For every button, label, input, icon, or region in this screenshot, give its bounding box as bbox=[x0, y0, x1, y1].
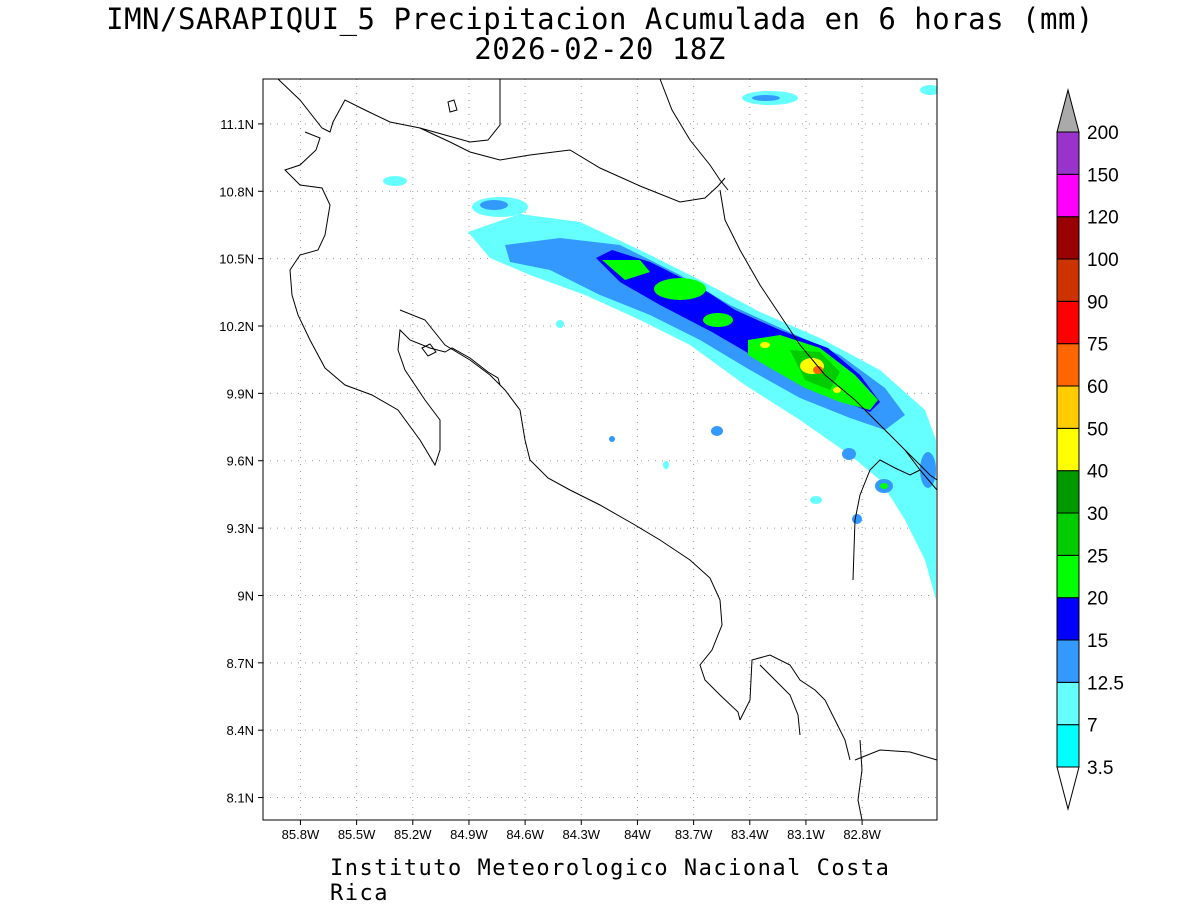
rain-cell-s4 bbox=[852, 514, 862, 524]
colorbar-swatch bbox=[1056, 681, 1080, 726]
lon-tick-label: 83.7W bbox=[675, 827, 713, 842]
colorbar-swatch bbox=[1056, 300, 1080, 345]
footer-credit: Instituto Meteorologico Nacional Costa R… bbox=[330, 856, 891, 906]
colorbar-swatch bbox=[1056, 427, 1080, 472]
rain-cell-yellow-small bbox=[760, 342, 770, 348]
colorbar-label: 15 bbox=[1087, 631, 1108, 652]
lake-islet bbox=[447, 99, 458, 113]
lat-tick-label: 9.3N bbox=[227, 521, 254, 536]
colorbar-label: 60 bbox=[1087, 377, 1108, 398]
lon-tick-label: 82.8W bbox=[843, 827, 881, 842]
osa-peninsula bbox=[739, 654, 851, 761]
colorbar-label: 7 bbox=[1087, 716, 1098, 737]
colorbar-label: 90 bbox=[1087, 292, 1108, 313]
colorbar-label: 25 bbox=[1087, 546, 1108, 567]
rain-cell-s9 bbox=[920, 452, 936, 488]
colorbar-swatch bbox=[1056, 343, 1080, 387]
rain-cell-s7 bbox=[663, 461, 669, 469]
rain-cell-s6 bbox=[609, 436, 615, 442]
pacific-coast-central bbox=[399, 309, 741, 721]
lat-tick-label: 9.9N bbox=[227, 386, 254, 401]
lat-tick-label: 8.1N bbox=[227, 791, 254, 806]
rain-cell-west bbox=[383, 176, 407, 186]
map-title: IMN/SARAPIQUI_5 Precipitacion Acumulada … bbox=[106, 2, 1094, 36]
nicaragua-caribbean-coast bbox=[659, 79, 729, 191]
colorbar-label: 200 bbox=[1087, 123, 1119, 144]
colorbar-lower-arrow bbox=[1056, 766, 1080, 811]
rain-cell-topright bbox=[920, 85, 937, 95]
nicoya-gulf-islet bbox=[421, 343, 437, 357]
colorbar-label: 75 bbox=[1087, 335, 1108, 356]
caribbean-coast bbox=[719, 189, 937, 481]
rain-cell-s3-core bbox=[880, 483, 888, 489]
colorbar-swatch bbox=[1056, 597, 1080, 641]
costa-rica-north-border bbox=[284, 131, 501, 467]
panama-border bbox=[852, 459, 921, 581]
lon-tick-label: 84.6W bbox=[506, 827, 544, 842]
rain-cell-yellow-small-2 bbox=[833, 387, 841, 393]
rain-cell-north-core bbox=[480, 200, 508, 210]
lat-tick-label: 8.7N bbox=[227, 656, 254, 671]
panama-pacific-coast bbox=[854, 749, 937, 761]
colorbar-swatch bbox=[1056, 554, 1080, 599]
lat-tick-label: 11.1N bbox=[220, 117, 254, 132]
colorbar-label: 40 bbox=[1087, 462, 1108, 483]
lat-tick-label: 8.4N bbox=[227, 723, 254, 738]
san-juan-river-border bbox=[419, 127, 726, 203]
lon-tick-label: 84.3W bbox=[562, 827, 600, 842]
rain-cell-s8 bbox=[556, 320, 564, 328]
rain-cell-s2 bbox=[842, 448, 856, 460]
lon-tick-label: 85.8W bbox=[282, 827, 320, 842]
coast-north-caribbean bbox=[904, 449, 937, 491]
rain-cell-green-1 bbox=[654, 278, 706, 300]
nicaragua-lake-shore bbox=[277, 79, 501, 143]
colorbar-label: 50 bbox=[1087, 419, 1108, 440]
rain-cell-s5 bbox=[810, 496, 822, 504]
map-frame bbox=[262, 78, 938, 821]
coastlines bbox=[277, 79, 937, 820]
colorbar-swatch bbox=[1056, 258, 1080, 302]
colorbar-label: 12.5 bbox=[1087, 673, 1124, 694]
golfo-dulce bbox=[759, 664, 801, 736]
colorbar-label: 20 bbox=[1087, 589, 1108, 610]
colorbar-swatch bbox=[1056, 512, 1080, 556]
colorbar: 3.5 7 12.5 15 20 25 30 40 50 60 75 90 100 120 150 200 bbox=[1056, 88, 1124, 811]
panama-border-south bbox=[857, 739, 863, 820]
colorbar-label: 30 bbox=[1087, 504, 1108, 525]
colorbar-label: 150 bbox=[1087, 165, 1119, 186]
colorbar-label: 3.5 bbox=[1087, 758, 1113, 779]
colorbar-swatch bbox=[1056, 470, 1080, 514]
colorbar-swatch bbox=[1056, 131, 1080, 175]
colorbar-swatch bbox=[1056, 639, 1080, 683]
lon-tick-label: 83.4W bbox=[731, 827, 769, 842]
map-gridlines bbox=[263, 79, 937, 820]
colorbar-swatch bbox=[1056, 385, 1080, 429]
precipitation-field bbox=[383, 85, 937, 600]
lon-tick-label: 85.5W bbox=[338, 827, 376, 842]
rain-band-green bbox=[602, 260, 650, 280]
rain-cell-top-core bbox=[752, 95, 780, 101]
colorbar-swatch bbox=[1056, 216, 1080, 260]
longitude-tick-labels: 85.8W 85.5W 85.2W 84.9W 84.6W 84.3W 84W 83.7W 83… bbox=[282, 820, 882, 842]
lon-tick-label: 85.2W bbox=[394, 827, 432, 842]
lat-tick-label: 10.8N bbox=[219, 184, 254, 199]
lat-tick-label: 9N bbox=[237, 588, 254, 603]
rain-cell-orange bbox=[813, 366, 823, 374]
colorbar-upper-arrow bbox=[1056, 88, 1080, 133]
colorbar-swatch bbox=[1056, 173, 1080, 218]
colorbar-label: 100 bbox=[1087, 250, 1119, 271]
lat-tick-label: 10.5N bbox=[219, 252, 254, 267]
rain-cell-green-2 bbox=[703, 313, 733, 327]
latitude-tick-labels: 11.1N 10.8N 10.5N 10.2N 9.9N 9.6N 9.3N 9N 8.7N 8.… bbox=[219, 117, 263, 806]
colorbar-swatch bbox=[1056, 724, 1080, 768]
colorbar-label: 120 bbox=[1087, 208, 1119, 229]
lon-tick-label: 83.1W bbox=[787, 827, 825, 842]
rain-cell-s1 bbox=[711, 426, 723, 436]
lon-tick-label: 84W bbox=[624, 827, 651, 842]
lon-tick-label: 84.9W bbox=[450, 827, 488, 842]
map-date: 2026-02-20 18Z bbox=[474, 32, 726, 66]
lat-tick-label: 10.2N bbox=[219, 319, 254, 334]
lat-tick-label: 9.6N bbox=[227, 454, 254, 469]
